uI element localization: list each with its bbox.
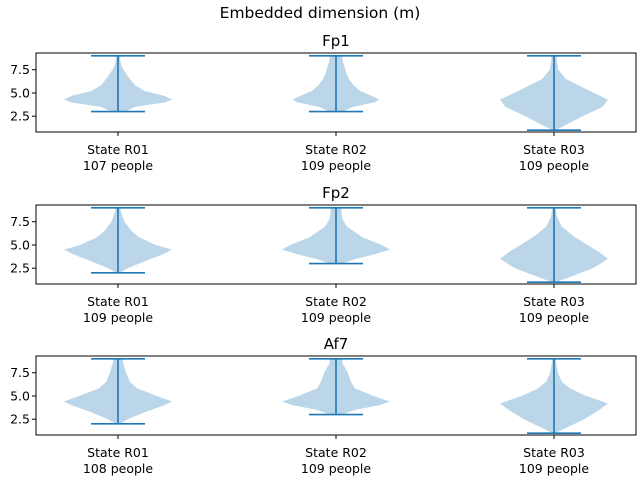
y-tick-label: 7.5 (10, 214, 30, 229)
x-tick-label: State R02 (305, 294, 367, 309)
x-tick-count-label: 109 people (301, 158, 372, 173)
x-tick-label: State R03 (523, 142, 585, 157)
figure-suptitle: Embedded dimension (m) (220, 4, 421, 22)
x-tick-label: State R01 (87, 445, 149, 460)
x-tick-count-label: 109 people (519, 158, 590, 173)
y-tick-label: 2.5 (10, 109, 30, 124)
y-tick-label: 7.5 (10, 62, 30, 77)
panel-title: Fp2 (322, 184, 350, 202)
x-tick-count-label: 109 people (301, 461, 372, 476)
x-tick-count-label: 109 people (519, 310, 590, 325)
y-tick-label: 5.0 (10, 237, 30, 252)
x-tick-count-label: 107 people (83, 158, 154, 173)
x-tick-label: State R03 (523, 294, 585, 309)
y-tick-label: 2.5 (10, 412, 30, 427)
x-tick-label: State R03 (523, 445, 585, 460)
x-tick-count-label: 109 people (301, 310, 372, 325)
y-tick-label: 5.0 (10, 388, 30, 403)
x-tick-count-label: 109 people (83, 310, 154, 325)
x-tick-label: State R01 (87, 294, 149, 309)
y-tick-label: 2.5 (10, 261, 30, 276)
x-tick-count-label: 108 people (83, 461, 154, 476)
panel-title: Af7 (324, 335, 349, 353)
x-tick-label: State R02 (305, 142, 367, 157)
x-tick-label: State R02 (305, 445, 367, 460)
panel-title: Fp1 (322, 32, 350, 50)
y-tick-label: 7.5 (10, 365, 30, 380)
x-tick-count-label: 109 people (519, 461, 590, 476)
x-tick-label: State R01 (87, 142, 149, 157)
y-tick-label: 5.0 (10, 85, 30, 100)
